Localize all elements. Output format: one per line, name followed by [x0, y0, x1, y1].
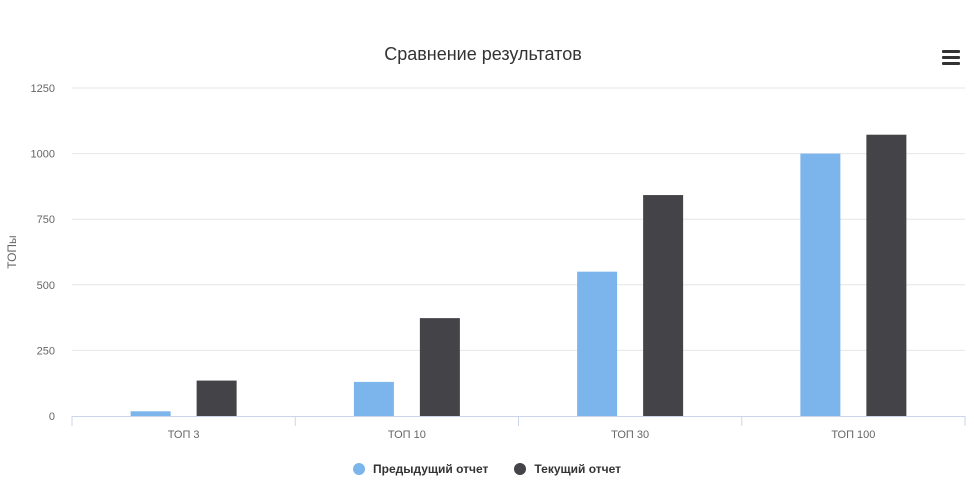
bars — [130, 134, 907, 416]
x-tick-label: ТОП 3 — [168, 429, 200, 441]
y-axis-label: ТОПы — [5, 235, 19, 268]
bar-previous-2[interactable] — [577, 271, 618, 416]
bar-previous-0[interactable] — [130, 411, 171, 416]
chart-menu-button[interactable] — [938, 47, 964, 69]
y-tick-label: 0 — [49, 411, 55, 423]
legend-item-current[interactable]: Текущий отчет — [514, 462, 621, 476]
bar-previous-1[interactable] — [353, 381, 394, 416]
y-tick-label: 1250 — [31, 83, 55, 95]
legend-dot-current — [514, 463, 527, 475]
legend-label-previous: Предыдущий отчет — [373, 462, 489, 476]
y-tick-label: 1000 — [31, 149, 55, 161]
bar-current-2[interactable] — [643, 195, 684, 416]
bar-current-0[interactable] — [196, 380, 237, 416]
bar-current-3[interactable] — [866, 134, 907, 416]
hamburger-menu-icon — [942, 50, 960, 53]
chart-title: Сравнение результатов — [384, 44, 582, 64]
x-tick-label: ТОП 30 — [611, 429, 649, 441]
x-tick-label: ТОП 100 — [831, 429, 875, 441]
bar-previous-3[interactable] — [800, 153, 841, 416]
legend: Предыдущий отчет Текущий отчет — [0, 462, 974, 476]
y-tick-label: 250 — [37, 345, 55, 357]
legend-item-previous[interactable]: Предыдущий отчет — [353, 462, 488, 476]
legend-dot-previous — [353, 463, 365, 475]
bar-current-1[interactable] — [419, 318, 460, 416]
legend-label-current: Текущий отчет — [534, 462, 621, 476]
x-tick-label: ТОП 10 — [388, 429, 426, 441]
y-tick-label: 500 — [37, 280, 55, 292]
y-tick-label: 750 — [37, 214, 55, 226]
y-axis-ticks: 0 250 500 750 1000 1250 — [31, 83, 55, 423]
x-axis: ТОП 3 ТОП 10 ТОП 30 ТОП 100 — [71, 416, 966, 441]
